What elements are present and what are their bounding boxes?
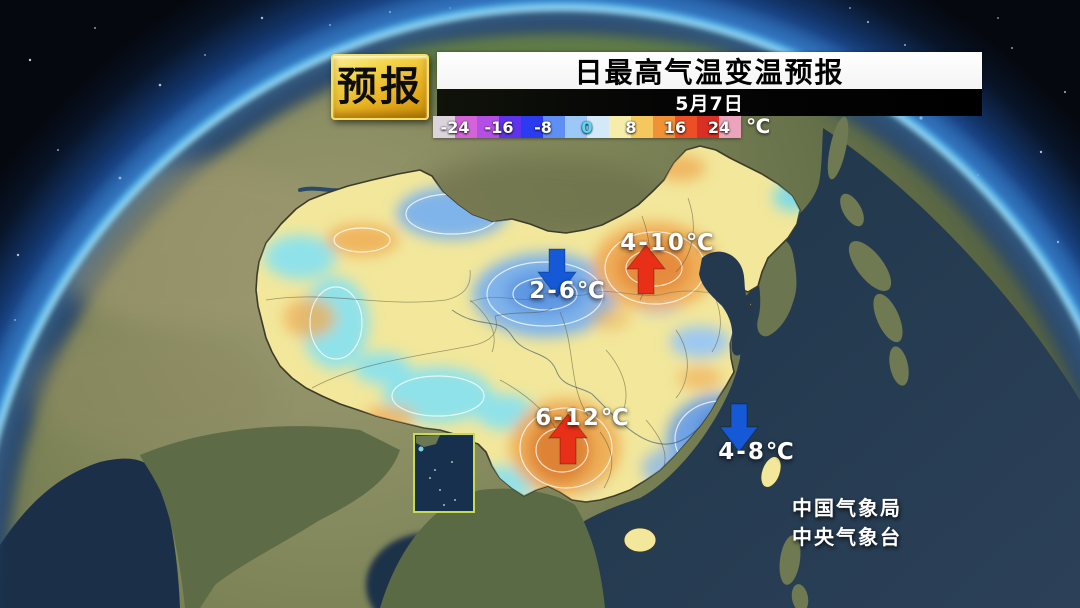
- rivers: [451, 290, 735, 445]
- forecast-badge: 预报: [331, 54, 429, 120]
- date-bar: 5月7日: [437, 89, 982, 116]
- temperature-colorbar: -24 -16 -8 0 8 16 24 ℃: [433, 114, 770, 138]
- attribution: 中国气象局 中央气象台: [792, 494, 902, 552]
- trend-arrow-up: [547, 413, 589, 465]
- colorbar-segments: [433, 116, 741, 138]
- annotation-southwest-warm: 6-12℃: [535, 405, 631, 431]
- india-landmass: [140, 426, 400, 608]
- hainan-island: [623, 527, 657, 553]
- colorbar-ticks: -24 -16 -8 0 8 16 24: [440, 117, 731, 137]
- japan-islands: [779, 116, 909, 608]
- annotation-north-warm: 4-10℃: [620, 230, 716, 256]
- attribution-line1: 中国气象局: [792, 496, 902, 520]
- title-bar: 日最高气温变温预报: [437, 52, 982, 89]
- page-title: 日最高气温变温预报: [574, 55, 845, 89]
- trend-arrow-down: [718, 403, 760, 453]
- attribution-line2: 中央气象台: [792, 525, 902, 549]
- indochina-landmass: [380, 488, 605, 608]
- annotation-southeast-cool: 4-8℃: [718, 439, 796, 465]
- south-china-sea-inset: [413, 433, 475, 513]
- colorbar-unit: ℃: [746, 114, 771, 138]
- trend-arrow-down: [536, 248, 578, 298]
- annotation-north-cool: 2-6℃: [529, 278, 607, 304]
- taiwan-island: [760, 456, 782, 488]
- trend-arrow-up: [625, 244, 667, 295]
- trend-arrows: [536, 244, 760, 465]
- forecast-date: 5月7日: [675, 93, 744, 115]
- pacific-ocean: [545, 128, 1080, 608]
- bohai-sea: [699, 251, 753, 356]
